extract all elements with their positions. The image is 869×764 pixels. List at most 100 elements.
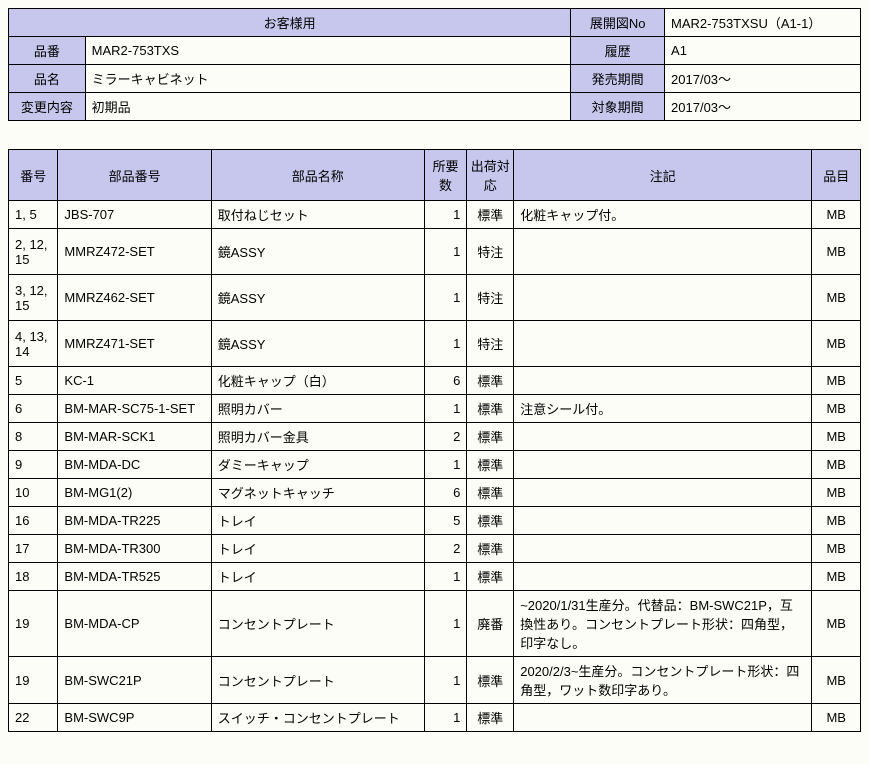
row-cat: MB xyxy=(812,367,861,395)
header-row-4: 変更内容 初期品 対象期間 2017/03～ xyxy=(9,93,861,121)
row-part-no: BM-MAR-SC75-1-SET xyxy=(58,395,211,423)
table-row: 10BM-MG1(2)マグネットキャッチ6標準MB xyxy=(9,479,861,507)
row-qty: 1 xyxy=(424,229,467,275)
row-part-name: 化粧キャップ（白） xyxy=(211,367,424,395)
parts-table: 番号 部品番号 部品名称 所要数 出荷対応 注記 品目 1, 5JBS-707取… xyxy=(8,149,861,732)
release-value: 2017/03～ xyxy=(665,65,861,93)
table-row: 16BM-MDA-TR225トレイ5標準MB xyxy=(9,507,861,535)
table-row: 19BM-MDA-CPコンセントプレート1廃番~2020/1/31生産分。代替品… xyxy=(9,591,861,657)
col-part-name: 部品名称 xyxy=(211,150,424,201)
row-no: 3, 12, 15 xyxy=(9,275,58,321)
row-cat: MB xyxy=(812,507,861,535)
row-cat: MB xyxy=(812,229,861,275)
part-no-label: 品番 xyxy=(9,37,86,65)
row-part-no: BM-MDA-TR525 xyxy=(58,563,211,591)
row-note: 注意シール付。 xyxy=(514,395,812,423)
header-row-3: 品名 ミラーキャビネット 発売期間 2017/03～ xyxy=(9,65,861,93)
target-value: 2017/03～ xyxy=(665,93,861,121)
table-row: 8BM-MAR-SCK1照明カバー金具2標準MB xyxy=(9,423,861,451)
row-note xyxy=(514,275,812,321)
row-no: 4, 13, 14 xyxy=(9,321,58,367)
customer-label: お客様用 xyxy=(9,9,571,37)
row-note xyxy=(514,229,812,275)
row-qty: 1 xyxy=(424,563,467,591)
row-ship: 廃番 xyxy=(467,591,514,657)
row-part-no: BM-SWC9P xyxy=(58,704,211,732)
header-row-1: お客様用 展開図No MAR2-753TXSU（A1-1） xyxy=(9,9,861,37)
row-ship: 標準 xyxy=(467,507,514,535)
name-value: ミラーキャビネット xyxy=(85,65,571,93)
row-part-no: BM-MDA-TR300 xyxy=(58,535,211,563)
row-part-name: トレイ xyxy=(211,507,424,535)
row-cat: MB xyxy=(812,591,861,657)
row-note xyxy=(514,423,812,451)
row-ship: 標準 xyxy=(467,535,514,563)
col-qty: 所要数 xyxy=(424,150,467,201)
row-no: 22 xyxy=(9,704,58,732)
release-label: 発売期間 xyxy=(571,65,665,93)
row-note: ~2020/1/31生産分。代替品：BM-SWC21P，互換性あり。コンセントプ… xyxy=(514,591,812,657)
row-part-no: BM-MG1(2) xyxy=(58,479,211,507)
table-row: 1, 5JBS-707取付ねじセット1標準化粧キャップ付。MB xyxy=(9,201,861,229)
row-note xyxy=(514,451,812,479)
row-cat: MB xyxy=(812,563,861,591)
table-row: 5KC-1化粧キャップ（白）6標準 MB xyxy=(9,367,861,395)
row-cat: MB xyxy=(812,321,861,367)
row-ship: 標準 xyxy=(467,395,514,423)
row-part-no: JBS-707 xyxy=(58,201,211,229)
col-no: 番号 xyxy=(9,150,58,201)
row-no: 8 xyxy=(9,423,58,451)
row-qty: 1 xyxy=(424,201,467,229)
col-cat: 品目 xyxy=(812,150,861,201)
row-qty: 6 xyxy=(424,367,467,395)
row-cat: MB xyxy=(812,451,861,479)
row-qty: 1 xyxy=(424,321,467,367)
header-row-2: 品番 MAR2-753TXS 履歴 A1 xyxy=(9,37,861,65)
col-ship: 出荷対応 xyxy=(467,150,514,201)
table-row: 4, 13, 14MMRZ471-SET鏡ASSY1特注MB xyxy=(9,321,861,367)
row-note xyxy=(514,479,812,507)
row-note xyxy=(514,563,812,591)
row-note xyxy=(514,321,812,367)
row-ship: 標準 xyxy=(467,704,514,732)
row-qty: 2 xyxy=(424,423,467,451)
row-ship: 標準 xyxy=(467,479,514,507)
row-no: 2, 12, 15 xyxy=(9,229,58,275)
row-note: 化粧キャップ付。 xyxy=(514,201,812,229)
row-part-name: 取付ねじセット xyxy=(211,201,424,229)
row-part-no: MMRZ471-SET xyxy=(58,321,211,367)
target-label: 対象期間 xyxy=(571,93,665,121)
row-qty: 6 xyxy=(424,479,467,507)
row-part-name: 照明カバー xyxy=(211,395,424,423)
row-part-no: BM-MDA-DC xyxy=(58,451,211,479)
row-ship: 標準 xyxy=(467,367,514,395)
row-no: 18 xyxy=(9,563,58,591)
row-qty: 1 xyxy=(424,275,467,321)
part-no-value: MAR2-753TXS xyxy=(85,37,571,65)
row-no: 5 xyxy=(9,367,58,395)
row-no: 9 xyxy=(9,451,58,479)
row-part-name: スイッチ・コンセントプレート xyxy=(211,704,424,732)
row-cat: MB xyxy=(812,395,861,423)
row-note xyxy=(514,704,812,732)
row-qty: 1 xyxy=(424,451,467,479)
row-note xyxy=(514,507,812,535)
diagram-no-label: 展開図No xyxy=(571,9,665,37)
table-row: 6BM-MAR-SC75-1-SET照明カバー1標準注意シール付。MB xyxy=(9,395,861,423)
history-value: A1 xyxy=(665,37,861,65)
row-no: 19 xyxy=(9,591,58,657)
row-ship: 標準 xyxy=(467,423,514,451)
row-part-no: MMRZ462-SET xyxy=(58,275,211,321)
row-part-name: ダミーキャップ xyxy=(211,451,424,479)
row-no: 17 xyxy=(9,535,58,563)
row-note: 2020/2/3~生産分。コンセントプレート形状：四角型，ワット数印字あり。 xyxy=(514,657,812,704)
row-part-no: MMRZ472-SET xyxy=(58,229,211,275)
row-qty: 1 xyxy=(424,657,467,704)
parts-header-row: 番号 部品番号 部品名称 所要数 出荷対応 注記 品目 xyxy=(9,150,861,201)
name-label: 品名 xyxy=(9,65,86,93)
header-table: お客様用 展開図No MAR2-753TXSU（A1-1） 品番 MAR2-75… xyxy=(8,8,861,121)
row-cat: MB xyxy=(812,535,861,563)
row-ship: 標準 xyxy=(467,563,514,591)
row-part-name: 照明カバー金具 xyxy=(211,423,424,451)
row-part-no: KC-1 xyxy=(58,367,211,395)
